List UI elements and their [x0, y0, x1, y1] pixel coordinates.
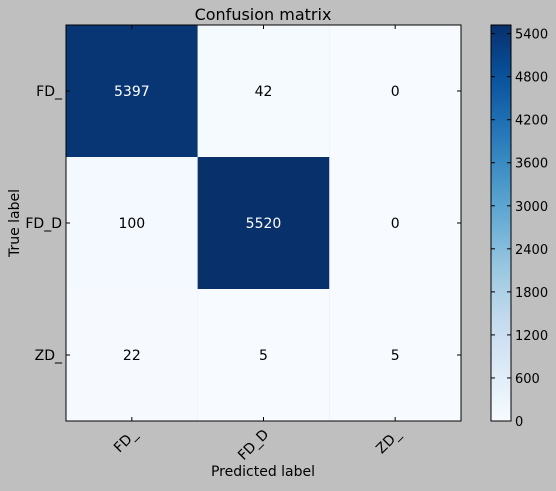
cell-value-label: 5397 — [114, 84, 150, 100]
x-tick-label: ZD_ — [373, 426, 404, 457]
heatmap-cell — [329, 289, 461, 421]
x-axis-label: Predicted label — [211, 464, 315, 480]
y-axis-ticks: FD_ FD_D ZD_ — [25, 84, 461, 364]
heatmap-cell — [66, 289, 198, 421]
colorbar-tick-label: 4200 — [515, 114, 548, 129]
heatmap-cell — [197, 25, 330, 157]
colorbar-tick-label: 0 — [515, 415, 523, 430]
heatmap-cell — [329, 25, 461, 157]
cell-value-label: 0 — [391, 84, 400, 100]
colorbar-tick-label: 3600 — [515, 157, 548, 172]
colorbar-tick-label: 600 — [515, 372, 540, 387]
colorbar: 0 600 1200 1800 2400 3000 3600 4200 4800 5400 — [490, 24, 548, 430]
cell-value-label: 0 — [391, 216, 400, 232]
y-tick-label: FD_ — [36, 84, 63, 100]
y-axis-label: True label — [7, 189, 23, 258]
colorbar-tick-label: 4800 — [515, 71, 548, 86]
heatmap-cell — [66, 25, 198, 157]
cell-value-label: 5520 — [246, 216, 282, 232]
colorbar-tick-label: 1800 — [515, 286, 548, 301]
colorbar-tick-label: 2400 — [515, 243, 548, 258]
heatmap-cells: 5397 42 0 100 5520 0 22 5 5 — [66, 25, 461, 421]
heatmap-cell — [329, 157, 461, 289]
y-tick-label: ZD_ — [35, 348, 63, 364]
x-tick-label: FD_D — [235, 427, 272, 464]
cell-value-label: 5 — [259, 348, 268, 364]
y-tick-label: FD_D — [25, 216, 62, 232]
colorbar-tick-label: 3000 — [515, 200, 548, 215]
heatmap-cell — [197, 157, 330, 289]
colorbar-gradient — [490, 24, 512, 422]
colorbar-tick-label: 1200 — [515, 329, 548, 344]
cell-value-label: 22 — [123, 348, 141, 364]
heatmap-cell — [197, 289, 330, 421]
cell-value-label: 42 — [255, 84, 273, 100]
colorbar-tick-label: 5400 — [515, 28, 548, 43]
x-tick-label: FD_ — [111, 426, 141, 456]
chart-title: Confusion matrix — [195, 5, 332, 24]
cell-value-label: 100 — [118, 216, 145, 232]
heatmap-cell — [66, 157, 198, 289]
cell-value-label: 5 — [391, 348, 400, 364]
